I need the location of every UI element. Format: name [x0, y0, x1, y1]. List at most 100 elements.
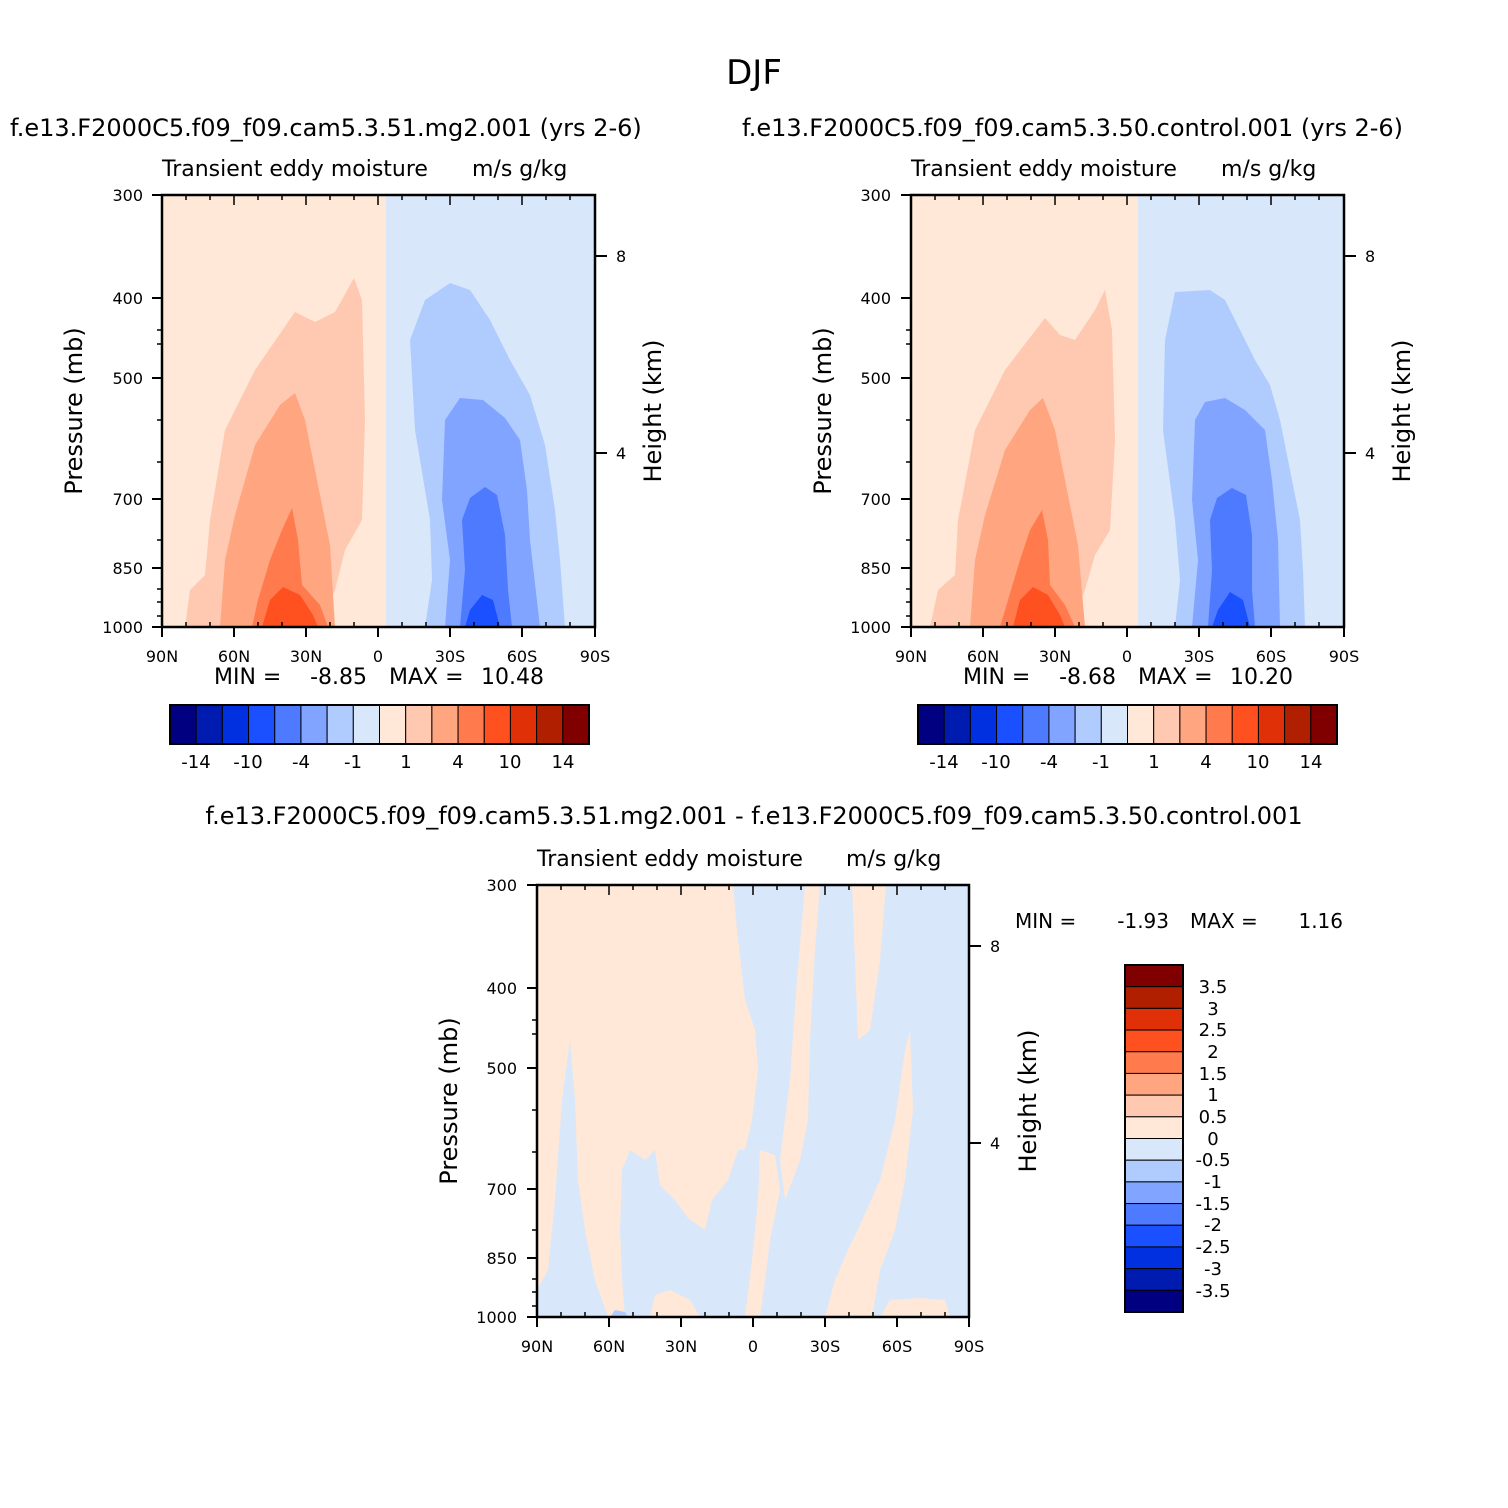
panel-mg2: f.e13.F2000C5.f09_f09.cam5.3.51.mg2.001 … — [10, 114, 667, 773]
colorbar-cell — [1231, 704, 1259, 745]
colorbar-label: 0.5 — [1199, 1107, 1228, 1128]
colorbar-cell — [1124, 1224, 1184, 1248]
colorbar-cell — [1124, 1072, 1184, 1096]
colorbar-cell — [352, 704, 380, 745]
y-tick-label: 1000 — [850, 618, 891, 637]
x-tick-label: 60S — [882, 1337, 913, 1356]
min-label: MIN = — [963, 665, 1030, 690]
y-tick-label: 500 — [486, 1059, 517, 1078]
y-axis-label: Pressure (mb) — [809, 327, 837, 494]
min-value: -1.93 — [1117, 909, 1169, 933]
panel-control-contour-pos-2 — [970, 398, 1085, 627]
max-label: MAX = — [1138, 665, 1213, 690]
y-axis-label: Pressure (mb) — [435, 1017, 463, 1184]
panel-mg2-contour-pos-4 — [262, 587, 318, 627]
panel-difference-y2-axis: 8 4 Height (km) — [969, 937, 1042, 1172]
x-tick-label: 30N — [1039, 647, 1071, 666]
colorbar-cell — [1124, 1203, 1184, 1226]
panel-difference-contour-pos-8 — [880, 1298, 950, 1317]
colorbar-cell — [943, 704, 971, 745]
colorbar-cell — [509, 704, 538, 745]
colorbar-cell — [431, 704, 459, 745]
x-tick-label: 90S — [1329, 647, 1360, 666]
colorbar-label: -1 — [1092, 752, 1110, 773]
y-tick-label: 850 — [860, 559, 891, 578]
x-tick-label: 30S — [810, 1337, 841, 1356]
x-tick-label: 30N — [665, 1337, 697, 1356]
panel-difference-contour-pos-5 — [825, 1030, 913, 1317]
colorbar-cell — [1153, 704, 1181, 745]
x-tick-label: 30S — [435, 647, 466, 666]
y2-tick-label: 4 — [616, 444, 626, 463]
panel-control-colorbar: -14 -10 -4 -1 1 4 10 14 — [917, 704, 1338, 773]
colorbar-label: -0.5 — [1195, 1150, 1230, 1171]
panel-difference-x-axis: 90N 60N 30N 0 30S 60S 90S — [521, 1317, 984, 1356]
colorbar-label: -2 — [1204, 1215, 1222, 1236]
panel-difference-units: m/s g/kg — [846, 847, 941, 872]
colorbar-cell — [1124, 1289, 1184, 1313]
y-tick-label: 850 — [112, 559, 143, 578]
y-axis-label: Pressure (mb) — [60, 327, 88, 494]
colorbar-label: 10 — [1247, 752, 1270, 773]
y2-tick-label: 4 — [990, 1134, 1000, 1153]
panel-difference-contour-pos-6 — [745, 1150, 780, 1317]
panel-difference-stats: MIN = -1.93 MAX = 1.16 — [1015, 909, 1343, 933]
colorbar-label: 1.5 — [1199, 1064, 1228, 1085]
colorbar-cell — [1124, 1268, 1184, 1291]
colorbar-cell — [274, 704, 302, 745]
panel-mg2-stats: MIN = -8.85 MAX = 10.48 — [214, 665, 544, 690]
colorbar-cell — [379, 704, 407, 745]
colorbar-cell — [248, 704, 276, 745]
colorbar-label: -1.5 — [1195, 1194, 1230, 1215]
colorbar-cell — [1124, 1094, 1184, 1118]
y2-tick-label: 8 — [1365, 247, 1375, 266]
colorbar-label: -10 — [981, 752, 1010, 773]
x-tick-label: 30S — [1184, 647, 1215, 666]
panel-mg2-run-title: f.e13.F2000C5.f09_f09.cam5.3.51.mg2.001 … — [10, 114, 642, 142]
y2-axis-label: Height (km) — [639, 340, 667, 483]
panel-difference: f.e13.F2000C5.f09_f09.cam5.3.51.mg2.001 … — [205, 802, 1343, 1356]
panel-control-y2-axis: 8 4 Height (km) — [1344, 247, 1416, 482]
x-tick-label: 90N — [895, 647, 927, 666]
colorbar-label: -4 — [1040, 752, 1058, 773]
colorbar-cell — [1284, 704, 1312, 745]
colorbar-label: 1 — [1207, 1085, 1218, 1106]
colorbar-cell — [1074, 704, 1102, 745]
y2-tick-label: 4 — [1365, 444, 1375, 463]
colorbar-label: 4 — [452, 752, 463, 773]
min-label: MIN = — [1015, 909, 1076, 933]
colorbar-cell — [483, 704, 511, 745]
max-label: MAX = — [389, 665, 464, 690]
y2-tick-label: 8 — [616, 247, 626, 266]
colorbar-cell — [996, 704, 1024, 745]
colorbar-cell — [1257, 704, 1286, 745]
max-value: 10.20 — [1230, 665, 1293, 690]
panel-control-contour-pos-3 — [1000, 510, 1075, 627]
x-tick-label: 90N — [521, 1337, 553, 1356]
colorbar-cell — [562, 704, 590, 745]
colorbar-cell — [917, 704, 945, 745]
x-tick-label: 60N — [967, 647, 999, 666]
y-tick-label: 700 — [860, 490, 891, 509]
panel-mg2-plot-area — [157, 193, 597, 629]
panel-control-plot-area — [906, 193, 1346, 629]
panel-control-units: m/s g/kg — [1221, 157, 1316, 182]
panel-difference-colorbar: 3.5 3 2.5 2 1.5 1 0.5 0 -0.5 -1 -1.5 -2 … — [1124, 964, 1231, 1313]
max-label: MAX = — [1190, 909, 1258, 933]
colorbar-cell — [1124, 1116, 1184, 1139]
panel-control-contour-pos-4 — [1013, 587, 1065, 627]
panel-difference-contour-pos-1 — [537, 885, 758, 1317]
colorbar-cell — [1124, 964, 1184, 988]
colorbar-cell — [1124, 1007, 1184, 1031]
panel-control-x-axis: 90N 60N 30N 0 30S 60S 90S — [895, 627, 1359, 666]
y-tick-label: 300 — [860, 186, 891, 205]
colorbar-frame — [169, 704, 590, 745]
panel-control-run-title: f.e13.F2000C5.f09_f09.cam5.3.50.control.… — [742, 114, 1403, 142]
colorbar-cell — [1124, 1029, 1184, 1053]
colorbar-label: -1 — [344, 752, 362, 773]
x-tick-label: 90N — [146, 647, 178, 666]
colorbar-cells — [1124, 964, 1184, 1313]
colorbar-cell — [1022, 704, 1050, 745]
colorbar-cell — [969, 704, 998, 745]
panel-control: f.e13.F2000C5.f09_f09.cam5.3.50.control.… — [742, 114, 1416, 773]
